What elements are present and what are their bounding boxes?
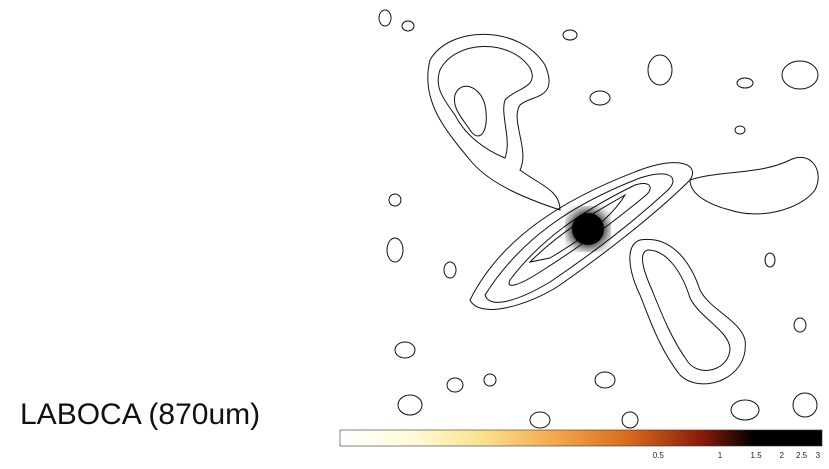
tick-label: 2 — [779, 451, 784, 460]
tick-label: 1.5 — [751, 451, 763, 460]
emission — [378, 9, 819, 429]
tick-label: 0.5 — [653, 451, 665, 460]
tick-label: 1 — [718, 451, 723, 460]
colorbar-ticks: 0.5 1 1.5 2 2.5 3 — [653, 451, 821, 460]
caption: LABOCA (870um) — [20, 398, 261, 431]
tick-label: 2.5 — [796, 451, 808, 460]
tick-label: 3 — [816, 451, 821, 460]
colorbar — [339, 429, 823, 447]
